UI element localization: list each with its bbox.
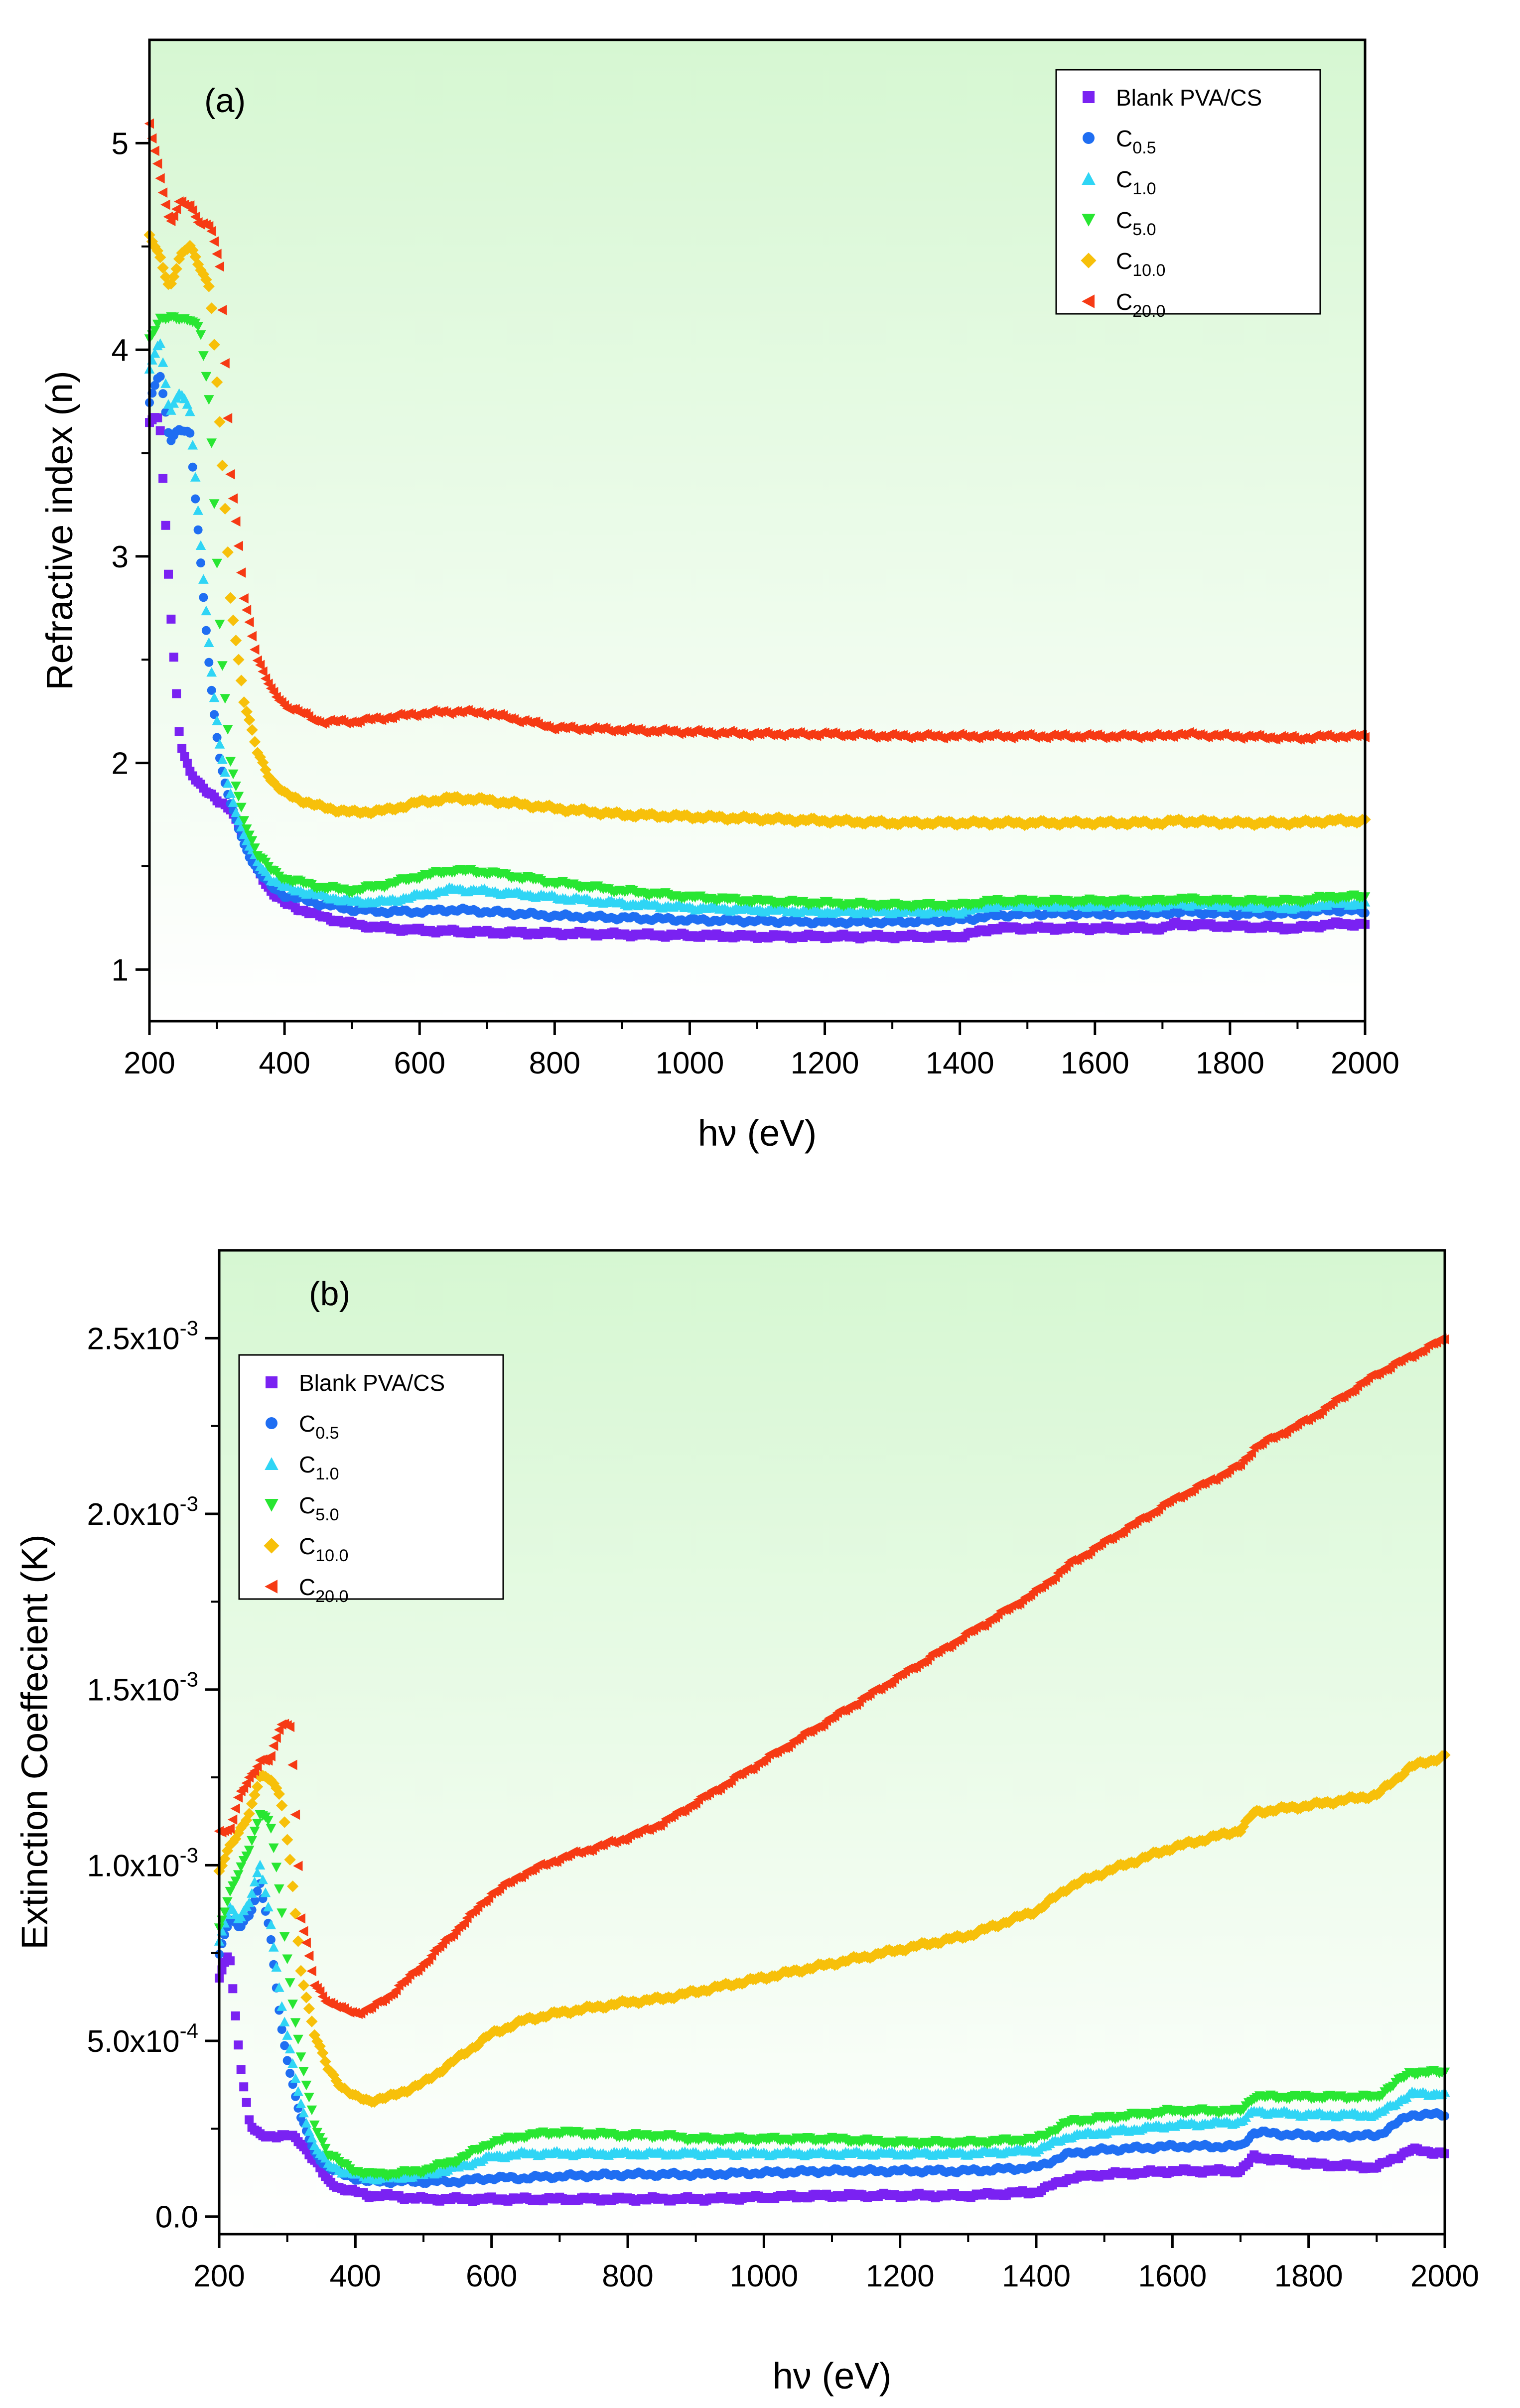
- x-tick-label: 1400: [926, 1046, 994, 1080]
- x-tick-label: 1000: [729, 2259, 798, 2293]
- x-tick-label: 600: [466, 2259, 517, 2293]
- panel-a-label: (a): [204, 82, 246, 120]
- panel-a-refractive-index: 200 400 600 800 1000 1200 1400 1600 1800 2000 1 2 3 4…: [39, 40, 1399, 1154]
- y-tick-label: 5.0x10-4: [87, 2019, 198, 2059]
- panel-b-label: (b): [309, 1275, 350, 1313]
- y-tick-label: 5: [112, 127, 129, 161]
- panel-b-extinction-coefficient: 200 400 600 800 1000 1200 1400 1600 1800 2000 0.0 5…: [14, 1250, 1479, 2397]
- x-tick-label: 800: [529, 1046, 580, 1080]
- panel-a-y-axis-label: Refractive index (n): [39, 371, 80, 690]
- y-tick-label: 1.5x10-3: [87, 1668, 198, 1708]
- x-tick-label: 2000: [1410, 2259, 1479, 2293]
- x-tick-label: 1400: [1002, 2259, 1071, 2293]
- panel-b-x-axis-label: hν (eV): [773, 2355, 892, 2397]
- y-tick-label: 1: [112, 953, 129, 987]
- x-tick-label: 800: [602, 2259, 653, 2293]
- x-tick-label: 1200: [791, 1046, 859, 1080]
- figure: 200 400 600 800 1000 1200 1400 1600 1800 2000 1 2 3 4…: [0, 0, 1520, 2408]
- x-tick-label: 200: [193, 2259, 245, 2293]
- x-tick-label: 1000: [655, 1046, 724, 1080]
- y-tick-label: 0.0: [155, 2200, 198, 2235]
- x-tick-label: 400: [259, 1046, 310, 1080]
- y-tick-label: 2.0x10-3: [87, 1492, 198, 1532]
- x-tick-label: 1200: [866, 2259, 935, 2293]
- y-tick-label: 1.0x10-3: [87, 1843, 198, 1883]
- legend-label-blank: Blank PVA/CS: [299, 1370, 445, 1396]
- panel-a-x-axis-label: hν (eV): [698, 1112, 817, 1154]
- x-tick-label: 1600: [1138, 2259, 1207, 2293]
- legend-marker-c05: [266, 1417, 277, 1429]
- panel-b-y-axis-label: Extinction Coeffecient (K): [14, 1534, 55, 1950]
- x-tick-label: 2000: [1331, 1046, 1399, 1080]
- x-tick-label: 1600: [1061, 1046, 1129, 1080]
- x-tick-label: 400: [330, 2259, 381, 2293]
- y-tick-label: 4: [112, 333, 129, 368]
- x-tick-label: 200: [124, 1046, 175, 1080]
- legend-marker-blank: [1083, 91, 1095, 103]
- y-tick-label: 3: [112, 540, 129, 574]
- x-tick-label: 600: [394, 1046, 445, 1080]
- legend-marker-c05: [1083, 132, 1095, 144]
- x-tick-label: 1800: [1196, 1046, 1264, 1080]
- x-tick-label: 1800: [1274, 2259, 1343, 2293]
- y-tick-label: 2: [112, 747, 129, 781]
- legend-label-blank: Blank PVA/CS: [1116, 85, 1262, 111]
- y-tick-label: 2.5x10-3: [87, 1316, 198, 1356]
- legend-marker-blank: [266, 1376, 277, 1388]
